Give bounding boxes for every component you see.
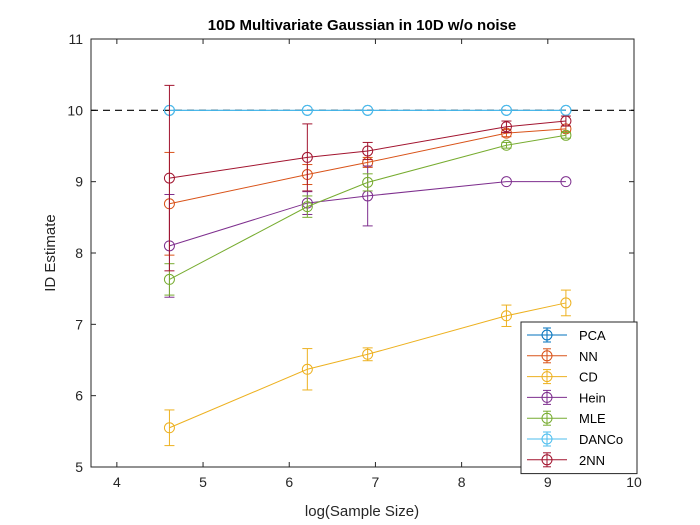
data-point — [500, 121, 512, 133]
data-point — [163, 172, 175, 184]
legend-item-cd: CD — [527, 369, 598, 385]
data-point — [560, 129, 572, 141]
data-point — [301, 104, 313, 116]
data-point — [362, 176, 374, 188]
legend-label: 2NN — [579, 453, 605, 468]
legend-item-nn: NN — [527, 348, 598, 364]
x-tick-label: 4 — [113, 474, 121, 490]
data-point — [163, 422, 175, 434]
x-tick-label: 9 — [544, 474, 552, 490]
legend-item-danco: DANCo — [527, 431, 623, 447]
series-cd — [163, 289, 572, 447]
x-tick-label: 8 — [458, 474, 466, 490]
legend-marker — [541, 329, 553, 341]
x-tick-label: 7 — [372, 474, 380, 490]
legend-label: DANCo — [579, 432, 623, 447]
data-point — [500, 310, 512, 322]
data-point — [560, 115, 572, 127]
data-point — [301, 363, 313, 375]
legend-label: CD — [579, 370, 598, 385]
legend-label: NN — [579, 349, 598, 364]
legend-marker — [541, 391, 553, 403]
x-tick-label: 6 — [285, 474, 293, 490]
legend-item-mle: MLE — [527, 410, 606, 426]
y-tick-label: 7 — [75, 316, 83, 332]
data-point — [362, 104, 374, 116]
chart-title: 10D Multivariate Gaussian in 10D w/o noi… — [208, 17, 516, 34]
legend-label: PCA — [579, 328, 606, 343]
data-point — [500, 104, 512, 116]
series-2nn — [163, 84, 572, 272]
data-point — [362, 348, 374, 360]
y-tick-label: 8 — [75, 245, 83, 261]
series-danco — [163, 104, 572, 116]
data-point — [362, 145, 374, 157]
x-axis-label: log(Sample Size) — [305, 503, 419, 520]
series-mle — [163, 129, 572, 296]
legend-marker — [541, 412, 553, 424]
y-axis-label: ID Estimate — [42, 214, 59, 292]
legend-label: Hein — [579, 390, 606, 405]
y-tick-label: 10 — [67, 102, 83, 118]
data-point — [560, 104, 572, 116]
legend-marker — [541, 350, 553, 362]
y-tick-label: 5 — [75, 459, 83, 475]
legend-marker — [541, 433, 553, 445]
y-tick-label: 6 — [75, 388, 83, 404]
legend-item-2nn: 2NN — [527, 452, 605, 468]
data-point — [163, 273, 175, 285]
data-point — [560, 176, 572, 188]
data-point — [500, 176, 512, 188]
legend: PCA NN CD Hein MLE DANCo 2NN — [520, 321, 638, 475]
data-point — [500, 139, 512, 151]
x-tick-label: 10 — [626, 474, 642, 490]
data-point — [560, 297, 572, 309]
data-point — [301, 201, 313, 213]
plot-area: 4 5 6 7 8 9 10 5 6 7 8 9 10 11 — [67, 31, 642, 490]
legend-marker — [541, 454, 553, 466]
data-point — [301, 151, 313, 163]
y-tick-label: 11 — [68, 31, 83, 47]
legend-item-pca: PCA — [527, 327, 606, 343]
legend-marker — [541, 371, 553, 383]
legend-label: MLE — [579, 411, 606, 426]
x-tick-label: 5 — [199, 474, 207, 490]
legend-item-hein: Hein — [527, 389, 606, 405]
y-tick-label: 9 — [75, 174, 83, 190]
